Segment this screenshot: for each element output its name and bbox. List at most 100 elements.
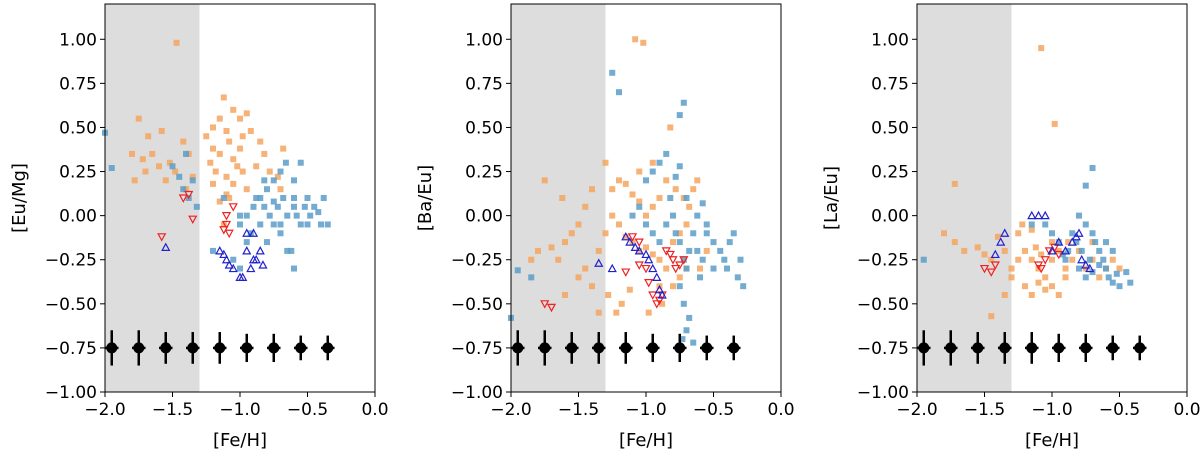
data-point-square [220,195,227,201]
error-bars [105,330,335,366]
x-tick-label: −2.0 [896,400,937,420]
data-point-square [595,247,602,254]
data-point-square [318,221,324,228]
data-point-square [609,186,616,193]
data-point-square [690,339,697,346]
y-tick-label: −1.00 [45,383,97,403]
data-point-square [1109,247,1116,254]
data-point-triangle-up [161,242,171,251]
data-point-square [1116,265,1123,272]
data-point-triangle-up [1081,260,1091,269]
data-point-square [1062,274,1069,281]
data-point-square [1049,283,1055,290]
data-point-triangle-up [255,246,265,255]
x-tick-label: 0.0 [1173,400,1200,420]
data-point-square [535,247,541,254]
y-tick-label: 0.25 [465,163,503,183]
data-point-triangle-down [979,264,990,274]
data-point-triangle-down [675,261,685,270]
y-tick-label: 0.75 [59,74,97,94]
y-tick-label: −0.75 [451,339,503,359]
data-point-triangle-up [1054,237,1064,246]
data-point-square [613,309,620,316]
data-point-square [131,177,138,184]
data-point-square [974,244,981,251]
data-point-triangle-down [546,303,557,313]
error-bar-marker [268,342,280,354]
data-point-square [667,124,674,131]
data-point-square [280,195,287,201]
data-point-square [1035,279,1042,286]
data-point-triangle-down [644,279,654,288]
data-point-square [247,230,254,237]
data-point-square [253,195,260,201]
data-point-square [1123,269,1130,276]
data-point-triangle-down [221,212,232,221]
data-point-square [1082,274,1089,281]
data-point-square [176,173,183,180]
data-point-square [656,256,663,263]
data-point-triangle-up [1085,263,1095,273]
data-point-square [108,165,115,172]
data-point-triangle-down [641,264,651,274]
data-point-square [636,203,643,210]
data-point-square [315,209,322,216]
data-point-square [223,127,230,134]
error-bar-marker [322,342,334,354]
data-point-square [274,203,281,210]
data-point-square [643,177,649,184]
data-point-square [203,133,210,140]
data-point-square [1065,247,1072,254]
data-point-square [703,230,710,237]
data-point-square [690,230,697,237]
data-point-square [643,244,649,251]
data-point-square [1055,292,1062,298]
data-point-square [156,163,162,170]
data-point-triangle-up [242,228,252,237]
x-tick-label: −1.5 [558,400,599,420]
data-point-square [189,177,196,184]
data-point-square [1089,165,1096,172]
panel-3: −2.0 −1.5 −1.0 −0.5 0.0 −1.00 −0.75 −0.50 −0.25 0… [821,3,1200,451]
data-point-triangle-up [1027,210,1037,220]
data-point-square [626,286,633,293]
error-bar-marker [241,342,253,354]
data-point-square [1109,279,1116,286]
data-point-square [643,212,649,219]
data-point-square [210,180,216,187]
data-point-square [261,203,268,210]
data-point-square [226,138,233,145]
data-point-triangle-up [248,228,259,237]
data-point-square [710,239,717,246]
data-point-square [239,168,246,175]
error-bar-marker [593,342,605,354]
data-point-square [1028,221,1035,228]
data-point-triangle-up [630,242,640,251]
data-point-triangle-up [657,290,667,299]
shaded-region [917,4,1012,392]
data-point-square [988,313,995,320]
data-point-triangle-down [634,261,644,270]
data-point-square [548,244,555,251]
data-point-square [1076,212,1082,219]
data-point-square [616,221,622,228]
data-point-square [1008,265,1015,272]
error-bar-marker [701,342,713,354]
data-point-square [686,203,693,210]
data-point-square [243,239,250,246]
data-point-triangle-down [648,291,658,300]
data-point-square [1038,251,1045,258]
data-point-triangle-up [221,254,232,264]
error-bar-marker [295,342,307,354]
y-tick-label: 0.75 [465,74,503,94]
y-tick-label: 0.00 [871,207,909,227]
data-point-triangle-up [228,263,238,273]
data-point-square [1065,239,1072,246]
data-point-square [649,230,656,237]
data-points [920,45,1134,320]
data-point-square [1042,221,1049,228]
y-tick-label: −0.75 [857,339,909,359]
data-point-square [243,212,250,219]
data-point-triangle-up [1060,246,1071,255]
data-point-square [663,221,670,228]
